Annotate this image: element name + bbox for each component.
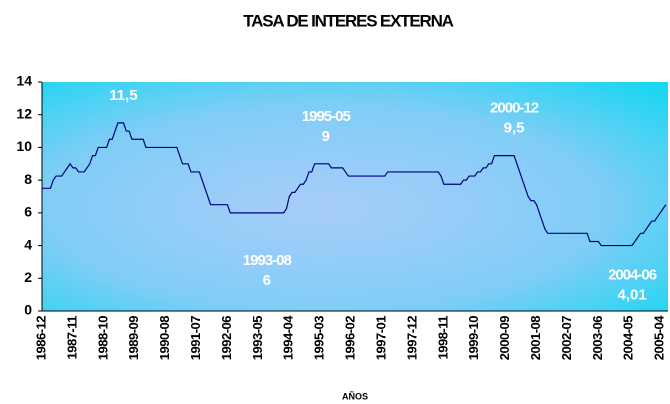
y-tick-label: 14 [16, 73, 32, 89]
x-tick-label: 1989-09 [126, 316, 141, 360]
annotation-date: 2004-06 [608, 266, 657, 283]
annotation-date: 1993-08 [243, 252, 292, 269]
x-tick-label: 1992-06 [219, 316, 234, 360]
x-tick-label: 2003-06 [590, 316, 605, 360]
x-tick-label: 1996-02 [343, 316, 358, 360]
x-tick-label: 1995-03 [312, 316, 327, 360]
x-tick-label: 1990-08 [157, 316, 172, 360]
x-axis-label: AÑOS [342, 391, 368, 401]
y-tick-label: 2 [24, 269, 32, 285]
x-tick-label: 1988-10 [95, 316, 110, 360]
chart-title: TASA DE INTERES EXTERNA [243, 11, 453, 30]
line [42, 122, 667, 247]
x-tick-label: 2005-04 [652, 315, 667, 360]
annotation-value: 9,5 [504, 120, 525, 137]
y-tick-label: 10 [16, 138, 32, 154]
y-tick-label: 0 [24, 302, 32, 318]
x-tick-label: 1994-04 [281, 315, 296, 360]
y-tick-label: 4 [24, 236, 32, 252]
x-tick-label: 2002-07 [559, 316, 574, 360]
x-tick-label: 1986-12 [33, 316, 48, 360]
x-tick-label: 1991-07 [188, 316, 203, 360]
y-tick-label: 12 [16, 105, 32, 121]
x-tick-label: 2004-05 [621, 316, 636, 360]
x-tick-label: 1993-05 [250, 316, 265, 360]
plot-area [42, 82, 668, 311]
y-tick-label: 8 [24, 171, 32, 187]
annotation-date: 2000-12 [490, 100, 539, 117]
x-tick-label: 1997-01 [373, 316, 388, 360]
x-tick-label: 2000-09 [497, 316, 512, 360]
annotation-date: 1989-05 [99, 67, 148, 84]
x-tick-label: 1998-11 [435, 316, 450, 360]
x-tick-label: 1997-12 [404, 316, 419, 360]
x-tick-label: 2001-08 [528, 316, 543, 360]
annotation-value: 9 [322, 128, 330, 145]
annotation-date: 1995-05 [302, 108, 351, 125]
annotation-value: 4,01 [617, 286, 646, 303]
y-tick-label: 6 [24, 204, 32, 220]
x-tick-label: 1987-11 [64, 316, 79, 360]
annotation-value: 6 [263, 272, 271, 289]
annotation-value: 11,5 [109, 87, 137, 104]
x-tick-label: 1999-10 [466, 316, 481, 360]
